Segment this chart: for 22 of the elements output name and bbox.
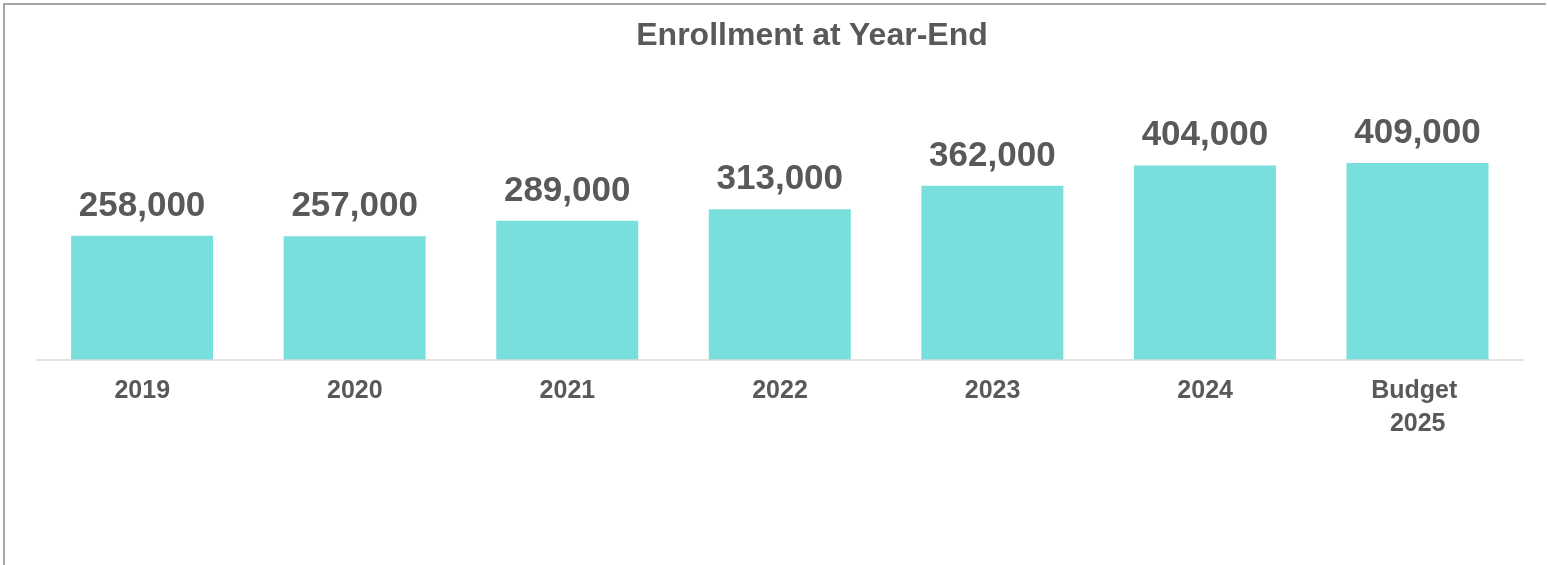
data-label: 258,000 <box>78 183 206 223</box>
x-tick-label: 2022 <box>752 375 808 403</box>
bar <box>496 220 639 360</box>
x-tick-label: 2023 <box>964 375 1021 403</box>
x-tick-label: Budget 2025 <box>1371 375 1465 436</box>
data-label: 289,000 <box>503 168 631 208</box>
bar <box>921 185 1064 360</box>
bar <box>1133 165 1276 360</box>
data-label: 362,000 <box>929 133 1056 173</box>
bar <box>1346 163 1489 360</box>
x-tick-label: 2024 <box>1177 375 1234 403</box>
data-label: 409,000 <box>1354 111 1481 150</box>
bar <box>708 209 851 360</box>
x-tick-label: 2019 <box>114 375 171 403</box>
x-tick-label: 2020 <box>327 375 383 403</box>
bar <box>283 236 426 360</box>
data-label: 313,000 <box>716 157 844 197</box>
data-label: 257,000 <box>291 184 418 224</box>
bar <box>71 235 214 360</box>
x-tick-label: 2021 <box>539 375 596 403</box>
data-label: 404,000 <box>1141 113 1269 153</box>
chart-title: Enrollment at Year-End <box>635 16 989 52</box>
